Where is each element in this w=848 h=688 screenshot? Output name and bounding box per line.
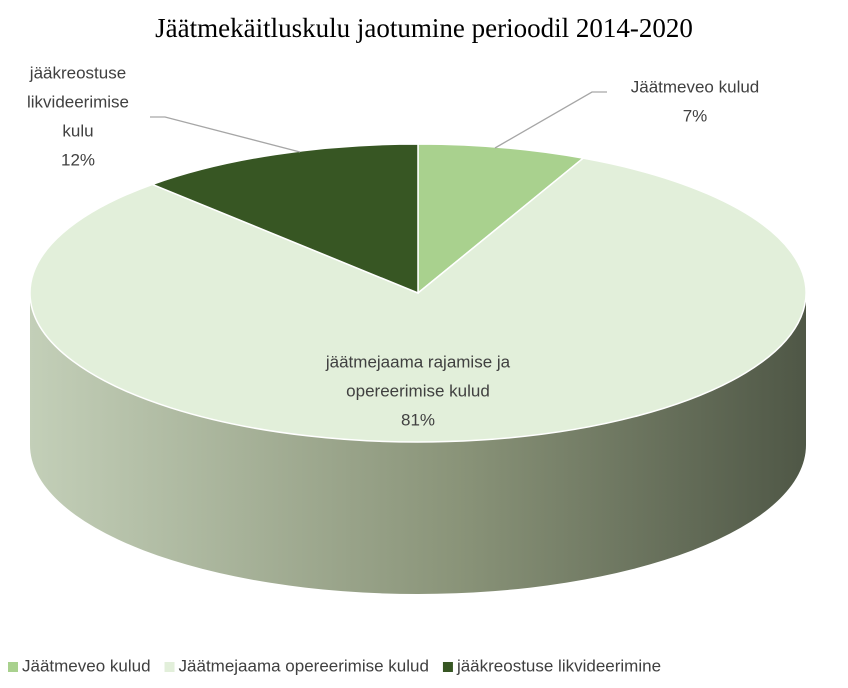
data-label-name: Jäätmeveo kulud [631,77,760,96]
data-label-name: likvideerimise [27,92,129,111]
slice [417,143,585,295]
data-label-value: 12% [61,150,95,169]
legend-label: jääkreostuse likvideerimine [456,656,661,675]
data-label-name: opereerimise kulud [346,381,490,400]
leader-line [494,91,607,149]
data-label-value: 81% [401,410,435,429]
legend-marker [442,662,453,672]
legend-label: Jäätmeveo kulud [22,656,151,675]
data-label-name: jääkreostuse [29,63,126,82]
legend: Jäätmeveo kulud Jäätmejaama opereerimise … [8,656,661,675]
data-label-name: kulu [62,121,93,140]
data-label-value: 7% [683,106,708,125]
pie [29,143,807,594]
data-label-name: jäätmejaama rajamise ja [325,352,511,371]
slice [150,143,419,295]
legend-label: Jäätmejaama opereerimise kulud [179,656,429,675]
legend-marker [8,662,18,672]
chart-title: Jäätmekäitluskulu jaotumine perioodil 20… [155,13,693,43]
slice [29,157,807,443]
leader-line [150,116,301,153]
data-labels: Jäätmeveo kulud 7% jäätmejaama rajamise ja… [27,63,759,429]
slice-side [30,293,806,594]
legend-marker [164,662,175,672]
